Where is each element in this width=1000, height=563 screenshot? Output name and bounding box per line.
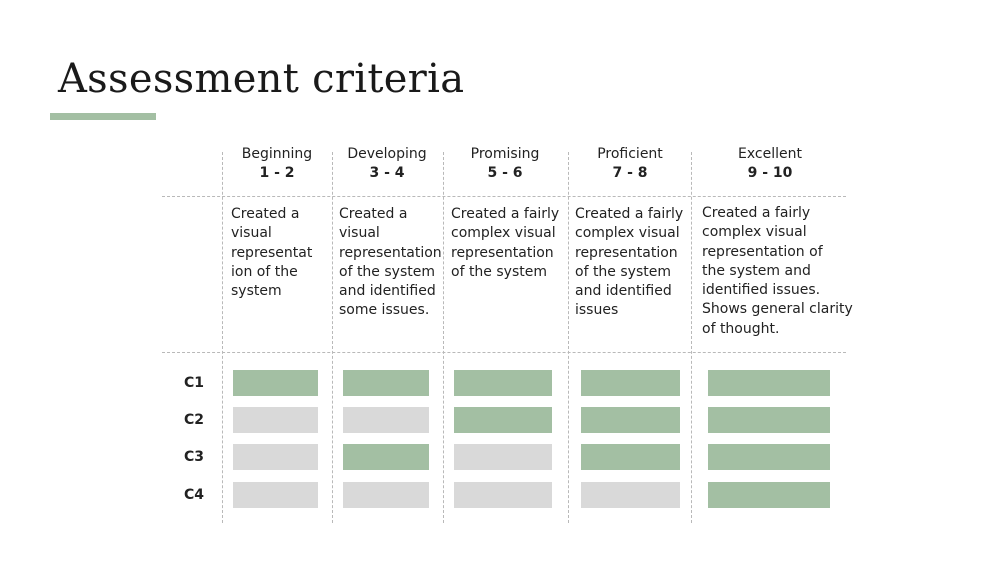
level-label: Developing [347, 146, 427, 162]
score-cell-met [581, 370, 680, 396]
column-divider [332, 152, 333, 523]
score-cell-met [454, 407, 552, 433]
score-cell-met [343, 370, 429, 396]
level-score-range: 3 - 4 [369, 165, 405, 181]
score-cell-unmet [343, 482, 429, 508]
score-cell-met [343, 444, 429, 470]
level-score-range: 7 - 8 [612, 165, 648, 181]
level-score-range: 1 - 2 [259, 165, 295, 181]
level-description: Created a visual representat ion of the syst… [231, 206, 313, 300]
score-cell-unmet [454, 482, 552, 508]
page-title: Assessment criteria [58, 56, 465, 102]
level-description: Created a visual representation of the syst… [339, 206, 442, 319]
score-cell-unmet [343, 407, 429, 433]
criterion-label: C3 [184, 449, 205, 465]
score-cell-met [233, 370, 318, 396]
score-cell-met [708, 482, 830, 508]
score-cell-unmet [233, 407, 318, 433]
level-header-developing: Developing 3 - 4 [327, 145, 447, 183]
level-description: Created a fairly complex visual representa… [702, 205, 853, 337]
level-label: Promising [470, 146, 540, 162]
column-divider [443, 152, 444, 523]
criterion-label: C1 [184, 375, 205, 391]
score-cell-unmet [233, 482, 318, 508]
level-label: Excellent [738, 146, 802, 162]
level-description: Created a fairly complex visual representa… [451, 206, 560, 280]
level-score-range: 5 - 6 [487, 165, 523, 181]
level-description: Created a fairly complex visual representa… [575, 206, 684, 319]
score-cell-unmet [233, 444, 318, 470]
score-cell-met [708, 444, 830, 470]
score-cell-met [581, 407, 680, 433]
score-cell-met [708, 407, 830, 433]
level-header-excellent: Excellent 9 - 10 [710, 145, 830, 183]
score-cell-met [581, 444, 680, 470]
level-header-proficient: Proficient 7 - 8 [570, 145, 690, 183]
score-cell-met [708, 370, 830, 396]
criterion-label: C2 [184, 412, 205, 428]
criterion-label: C4 [184, 487, 205, 503]
score-cell-unmet [454, 444, 552, 470]
level-score-range: 9 - 10 [747, 165, 793, 181]
level-label: Proficient [597, 146, 663, 162]
row-divider [162, 196, 846, 197]
column-divider [691, 152, 692, 523]
column-divider [568, 152, 569, 523]
title-accent-bar [50, 113, 156, 120]
level-header-promising: Promising 5 - 6 [445, 145, 565, 183]
row-divider [162, 352, 846, 353]
score-cell-unmet [581, 482, 680, 508]
level-header-beginning: Beginning 1 - 2 [217, 145, 337, 183]
score-cell-met [454, 370, 552, 396]
column-divider [222, 152, 223, 523]
level-label: Beginning [241, 146, 313, 162]
